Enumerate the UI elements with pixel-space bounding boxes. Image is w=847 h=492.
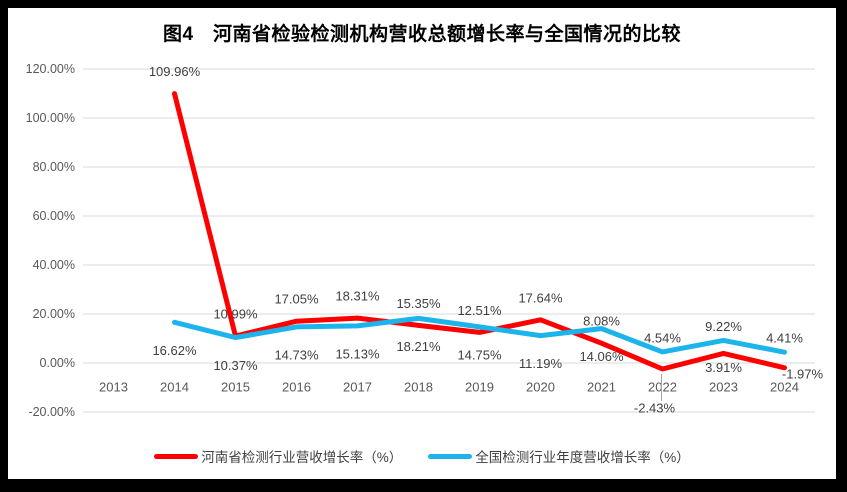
- data-label: 16.62%: [152, 343, 197, 358]
- x-tick-label: 2015: [221, 380, 250, 395]
- x-tick-label: 2020: [526, 380, 555, 395]
- x-tick-label: 2018: [404, 380, 433, 395]
- y-tick-label: 40.00%: [33, 258, 75, 272]
- y-tick-label: 100.00%: [26, 111, 75, 125]
- data-label: 4.54%: [644, 330, 681, 345]
- national-series-line: [172, 315, 787, 355]
- legend-line-swatch: [154, 453, 199, 459]
- x-tick-label: 2016: [282, 380, 311, 395]
- data-label: 17.64%: [518, 290, 563, 305]
- legend-label: 河南省检测行业营收增长率（%）: [201, 450, 403, 465]
- data-label: 10.37%: [213, 358, 258, 373]
- data-label: 109.96%: [149, 64, 201, 79]
- data-label: 12.51%: [457, 303, 502, 318]
- data-label: 17.05%: [274, 292, 319, 307]
- x-tick-label: 2023: [709, 380, 738, 395]
- data-label: 15.35%: [396, 296, 441, 311]
- legend-item-henan: 河南省检测行业营收增长率（%）: [154, 446, 402, 466]
- y-tick-label: 0.00%: [40, 356, 75, 370]
- data-label: 14.06%: [579, 349, 624, 364]
- chart-title: 图4 河南省检验检测机构营收总额增长率与全国情况的比较: [162, 24, 682, 45]
- y-tick-label: 60.00%: [33, 209, 75, 223]
- data-label: 8.08%: [583, 314, 620, 329]
- x-axis-year-labels: 2013 2014 2015 2016 2017 2018 2019 2020 2021 2022…: [99, 380, 799, 395]
- x-tick-label: 2019: [465, 380, 494, 395]
- data-label: 14.73%: [274, 347, 319, 362]
- data-label: -1.97%: [782, 366, 824, 381]
- data-label: 11.19%: [519, 356, 563, 371]
- legend-item-national: 全国检测行业年度营收增长率（%）: [428, 446, 690, 466]
- data-label: 4.41%: [766, 331, 803, 346]
- data-label: 18.21%: [396, 339, 441, 354]
- legend-label: 全国检测行业年度营收增长率（%）: [475, 450, 690, 465]
- x-tick-label: 2021: [587, 380, 616, 395]
- y-tick-label: 120.00%: [26, 62, 75, 76]
- data-label: 9.22%: [705, 319, 742, 334]
- henan-series-line: [172, 91, 787, 372]
- data-labels: 109.96% 10.99% 17.05% 18.31% 15.35% 12.51% 17.…: [149, 64, 824, 415]
- y-axis-tick-labels: 120.00% 100.00% 80.00% 60.00% 40.00% 20.00% 0.…: [26, 62, 75, 419]
- x-tick-label: 2014: [160, 380, 189, 395]
- x-tick-label: 2013: [99, 380, 128, 395]
- data-label: 14.75%: [457, 347, 502, 362]
- y-tick-label: 80.00%: [33, 160, 75, 174]
- data-label: -2.43%: [634, 401, 676, 416]
- legend-line-swatch: [428, 453, 473, 459]
- line-chart-plot: 120.00% 100.00% 80.00% 60.00% 40.00% 20.00% 0.…: [26, 62, 824, 419]
- x-tick-label: 2024: [770, 380, 799, 395]
- data-label: 18.31%: [335, 289, 380, 304]
- y-tick-label: 20.00%: [33, 307, 75, 321]
- data-label: 10.99%: [213, 307, 258, 322]
- chart-area: 图4 河南省检验检测机构营收总额增长率与全国情况的比较 120.00% 100.0…: [8, 8, 836, 479]
- y-tick-label: -20.00%: [28, 405, 75, 419]
- x-tick-label: 2017: [343, 380, 372, 395]
- data-label: 15.13%: [335, 346, 380, 361]
- x-tick-label: 2022: [648, 380, 677, 395]
- data-label: 3.91%: [705, 360, 742, 375]
- chart-legend: 河南省检测行业营收增长率（%） 全国检测行业年度营收增长率（%）: [8, 446, 836, 466]
